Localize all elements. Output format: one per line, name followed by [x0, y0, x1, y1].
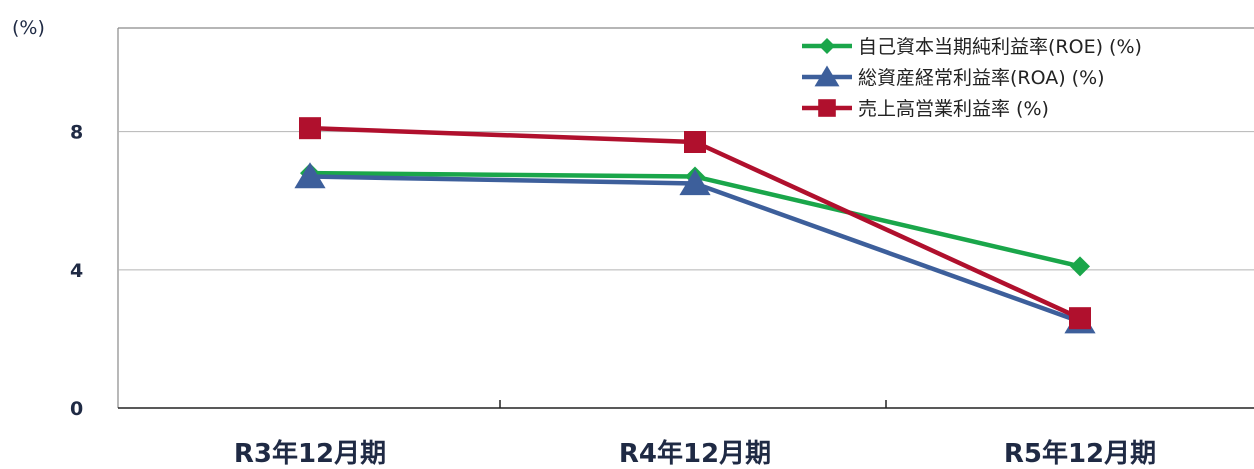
legend-item: 総資産経常利益率(ROA) (%) [802, 65, 1105, 89]
legend-label: 自己資本当期純利益率(ROE) (%) [858, 36, 1142, 58]
triangle-marker [294, 162, 326, 189]
triangle-marker [814, 65, 840, 87]
y-axis-ticks: 0 4 8 [70, 122, 83, 420]
legend-item: 自己資本当期純利益率(ROE) (%) [802, 36, 1142, 58]
y-tick-label: 0 [70, 398, 83, 420]
y-tick-label: 4 [70, 260, 83, 282]
x-category-label: R3年12月期 [234, 438, 386, 469]
diamond-marker [1070, 256, 1090, 277]
series-3 [299, 117, 1091, 330]
y-unit-label: (%) [12, 17, 45, 39]
triangle-marker [679, 169, 711, 196]
series-layer [294, 117, 1096, 334]
y-tick-label: 8 [70, 122, 83, 144]
legend-item: 売上高営業利益率 (%) [802, 98, 1049, 120]
plot-area [117, 27, 1254, 409]
square-marker [299, 117, 321, 140]
x-category-label: R5年12月期 [1004, 438, 1156, 469]
legend-label: 売上高営業利益率 (%) [858, 98, 1049, 120]
x-axis-categories: R3年12月期 R4年12月期 R5年12月期 [234, 400, 1156, 469]
legend: 自己資本当期純利益率(ROE) (%) 総資産経常利益率(ROA) (%) 売上高営… [802, 36, 1142, 120]
series-line [309, 174, 1081, 324]
square-marker [1069, 307, 1091, 330]
x-category-label: R4年12月期 [619, 438, 771, 469]
series-line [309, 125, 1081, 321]
square-marker [818, 99, 836, 117]
diamond-marker [819, 38, 835, 54]
square-marker [684, 131, 706, 153]
series-2 [294, 162, 1096, 334]
legend-label: 総資産経常利益率(ROA) (%) [858, 67, 1105, 89]
